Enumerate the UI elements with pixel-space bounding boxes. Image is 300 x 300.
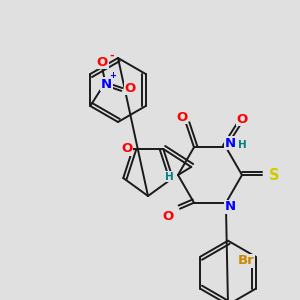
Text: Br: Br — [237, 254, 254, 267]
Text: H: H — [165, 172, 174, 182]
Text: -: - — [109, 51, 114, 61]
Text: +: + — [109, 71, 116, 80]
Text: O: O — [176, 111, 188, 124]
Text: O: O — [125, 82, 136, 94]
Text: S: S — [269, 167, 279, 182]
Text: N: N — [224, 137, 236, 150]
Text: N: N — [101, 77, 112, 91]
Text: O: O — [236, 113, 247, 126]
Text: O: O — [97, 56, 108, 68]
Text: H: H — [238, 140, 246, 150]
Text: N: N — [224, 200, 236, 213]
Text: O: O — [162, 210, 174, 223]
Text: O: O — [121, 142, 132, 155]
